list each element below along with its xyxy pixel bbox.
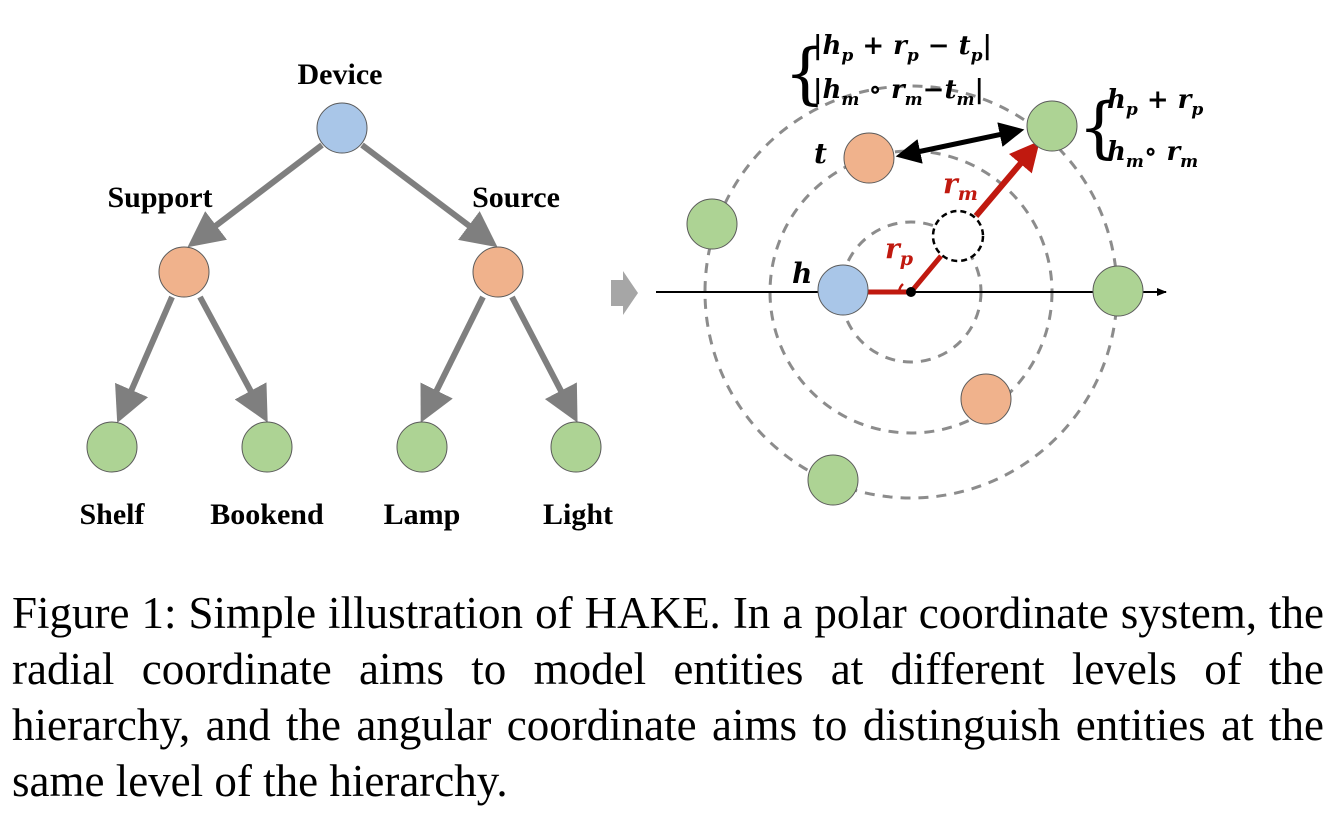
node-lamp (396, 421, 448, 473)
label-source: Source (472, 181, 560, 214)
label-lamp: Lamp (384, 498, 461, 531)
entity-green-right (1092, 265, 1144, 317)
node-bookend (241, 421, 293, 473)
figure-caption: Figure 1: Simple illustration of HAKE. I… (12, 588, 1324, 806)
node-light (550, 421, 602, 473)
edge-source-light (509, 295, 578, 423)
hierarchy-tree: Device Support Source Shelf Bookend Lamp… (79, 58, 613, 531)
node-support (158, 246, 210, 298)
entity-green-left (686, 198, 738, 250)
label-device: Device (298, 58, 383, 91)
origin-point (906, 287, 916, 297)
edge-source-lamp (420, 295, 486, 423)
entity-h (817, 264, 869, 316)
label-t: t (814, 137, 827, 170)
edge-device-source (360, 142, 498, 248)
polar-diagram: t h rm rp { |hp + rp − tp| |hm ∘ rm−tm| … (656, 31, 1203, 506)
label-rm: rm (943, 167, 978, 205)
edge-support-bookend (197, 295, 268, 423)
hake-figure: Device Support Source Shelf Bookend Lamp… (79, 31, 1203, 531)
label-support: Support (107, 181, 212, 214)
left-brace-icon: { (784, 35, 826, 112)
label-rp: rp (885, 232, 914, 270)
entity-orange-bottom (960, 373, 1012, 425)
transition-arrow-icon (611, 271, 638, 315)
node-shelf (86, 421, 138, 473)
right-brace-icon: { (1078, 89, 1120, 166)
label-shelf: Shelf (79, 498, 145, 531)
formula-distance-line1: |hp + rp − tp| (813, 31, 992, 66)
formula-distance-line2: |hm ∘ rm−tm| (813, 75, 984, 110)
entity-target (1026, 100, 1078, 152)
edge-support-shelf (115, 295, 175, 424)
node-source (472, 246, 524, 298)
distance-arrow (895, 122, 1025, 164)
label-h: h (792, 257, 812, 290)
formula-target-line1: hp + rp (1107, 85, 1203, 120)
edge-device-support (187, 142, 324, 248)
entity-green-bottom (807, 454, 859, 506)
node-device (316, 102, 368, 154)
entity-t (843, 132, 895, 184)
label-light: Light (543, 498, 613, 531)
intermediate-point (931, 209, 985, 263)
label-bookend: Bookend (210, 498, 324, 531)
vector-rp (909, 254, 943, 294)
angle-arc (897, 283, 904, 293)
formula-target-line2: hm∘ rm (1107, 137, 1198, 172)
